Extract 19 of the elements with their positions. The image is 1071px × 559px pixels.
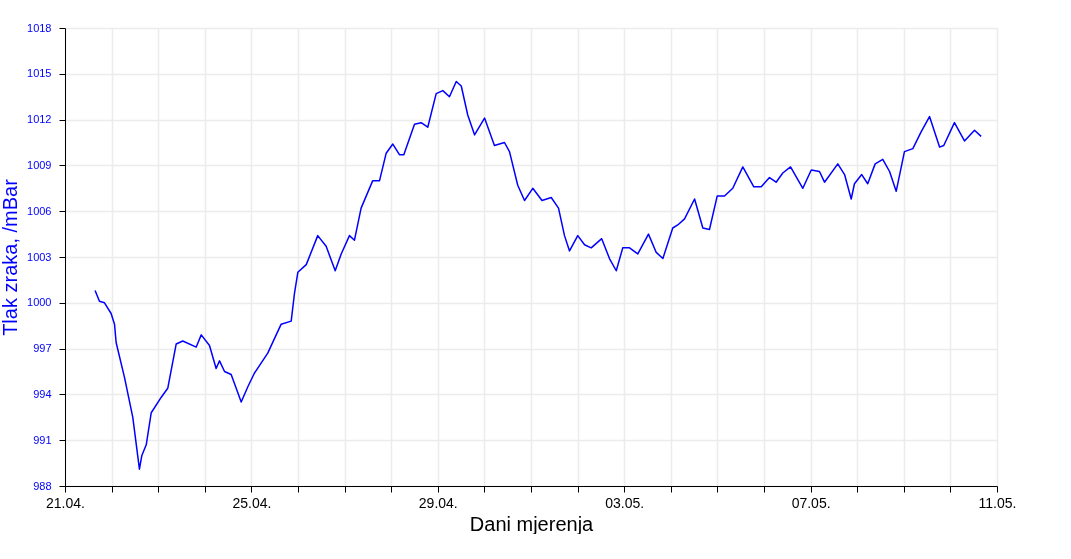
x-tick-label: 29.04. bbox=[418, 494, 458, 511]
y-tick-label: 1006 bbox=[27, 204, 52, 217]
y-tick-label: 1018 bbox=[27, 21, 52, 34]
y-tick-label: 988 bbox=[33, 479, 52, 492]
x-tick-label: 21.04. bbox=[46, 494, 85, 511]
y-tick-label: 1009 bbox=[27, 158, 52, 171]
x-axis-title: Dani mjerenja bbox=[469, 512, 595, 535]
y-tick-label: 991 bbox=[33, 433, 52, 446]
y-tick-label: 1003 bbox=[27, 250, 52, 263]
y-tick-label: 1012 bbox=[27, 113, 52, 126]
y-tick-label: 994 bbox=[33, 387, 52, 400]
y-axis-title: Tlak zraka, /mBar bbox=[0, 178, 22, 336]
y-tick-label: 1015 bbox=[27, 67, 52, 80]
x-tick-label: 03.05. bbox=[605, 494, 645, 511]
x-tick-label: 25.04. bbox=[232, 494, 272, 511]
x-tick-label: 11.05. bbox=[978, 494, 1017, 511]
y-tick-label: 1000 bbox=[27, 296, 52, 309]
y-tick-label: 997 bbox=[33, 342, 52, 355]
x-tick-label: 07.05. bbox=[791, 494, 831, 511]
